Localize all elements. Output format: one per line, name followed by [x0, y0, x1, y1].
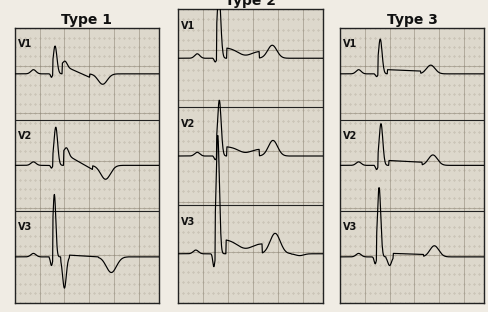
Text: V1: V1: [342, 39, 356, 49]
Text: V3: V3: [342, 222, 356, 232]
Title: Type 2: Type 2: [224, 0, 276, 8]
Text: V1: V1: [181, 21, 195, 31]
Text: V3: V3: [181, 217, 195, 227]
Text: V3: V3: [18, 222, 32, 232]
Text: V2: V2: [342, 131, 356, 141]
Text: V2: V2: [181, 119, 195, 129]
Text: V1: V1: [18, 39, 32, 49]
Text: V2: V2: [18, 131, 32, 141]
Title: Type 3: Type 3: [386, 13, 437, 27]
Title: Type 1: Type 1: [61, 13, 112, 27]
